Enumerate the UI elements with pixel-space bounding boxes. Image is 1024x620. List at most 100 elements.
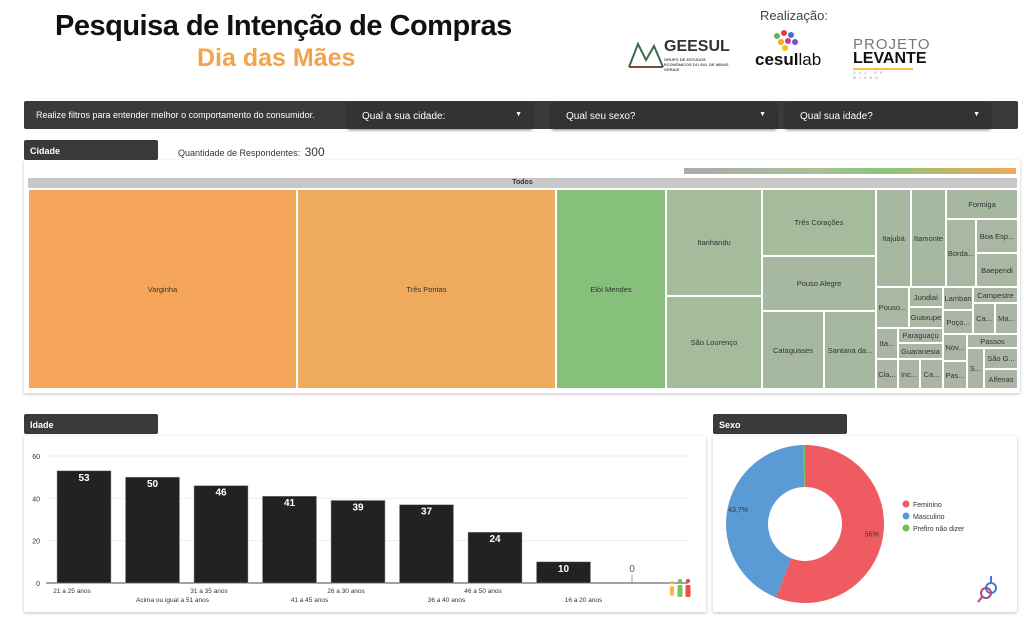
legend-swatch: [902, 500, 910, 508]
legend-label[interactable]: Prefiro não dizer: [913, 526, 965, 533]
bar-value-label: 41: [284, 498, 296, 509]
treemap-cell[interactable]: Ita...: [876, 328, 898, 359]
color-scale-bar: [684, 168, 1016, 174]
treemap-cell[interactable]: Itamonte: [911, 189, 946, 287]
treemap-cell[interactable]: Itajubá: [876, 189, 911, 287]
x-tick-label: 31 a 35 anos: [190, 588, 228, 595]
dots-icon: [774, 30, 798, 51]
respondents-value: 300: [304, 145, 325, 159]
chevron-down-icon: ▼: [973, 111, 980, 118]
treemap-cell[interactable]: Jundiaí: [909, 287, 943, 307]
treemap-cell[interactable]: Nov...: [943, 334, 967, 361]
levante-logo: PROJETO LEVANTE SUL DE MINAS: [853, 36, 938, 80]
city-filter-label: Qual a sua cidade:: [362, 111, 446, 122]
treemap-cell[interactable]: Três Pontas: [297, 189, 556, 389]
bar[interactable]: [193, 485, 249, 584]
treemap-cell[interactable]: Guaxupe: [909, 307, 943, 328]
treemap-cell[interactable]: S...: [967, 348, 984, 389]
treemap-cell[interactable]: Baependi: [976, 253, 1018, 287]
treemap-cell[interactable]: Guaranesia: [898, 343, 943, 359]
bar[interactable]: [125, 476, 180, 584]
cidade-header: Cidade: [24, 140, 158, 160]
treemap-cell[interactable]: Paraguaçu: [898, 328, 943, 343]
cesullab-logo: cesullab: [755, 28, 825, 74]
treemap-cell[interactable]: Elói Mendes: [556, 189, 666, 389]
treemap-cell[interactable]: Pas...: [943, 361, 967, 389]
legend-swatch: [902, 524, 910, 532]
page-subtitle: Dia das Mães: [197, 44, 356, 72]
donut-slice[interactable]: [803, 445, 805, 488]
city-filter-dropdown[interactable]: Qual a sua cidade: ▼: [348, 103, 532, 129]
y-tick-label: 60: [32, 454, 40, 461]
bar-value-label: 10: [558, 564, 570, 575]
x-tick-label: 16 a 20 anos: [565, 597, 603, 604]
respondents-label: Quantidade de Respondentes:: [178, 148, 301, 158]
levante-main: LEVANTE: [853, 50, 927, 67]
geesul-logo: GEESUL GRUPO DE ESTUDOS ECONÔMICOS DO SU…: [628, 36, 733, 72]
bar[interactable]: [56, 470, 112, 584]
filter-intro: Realize filtros para entender melhor o c…: [36, 110, 315, 120]
cesul-text: cesul: [755, 50, 799, 69]
treemap-cell[interactable]: Ca...: [973, 303, 995, 334]
treemap-cell[interactable]: Ma...: [995, 303, 1018, 334]
treemap-cell[interactable]: Boa Esp...: [976, 219, 1018, 253]
treemap-cell[interactable]: Inc...: [898, 359, 920, 389]
sexo-header: Sexo: [713, 414, 847, 434]
donut-slice[interactable]: [775, 445, 884, 603]
treemap-cell[interactable]: São G...: [984, 348, 1018, 369]
idade-card: 0 20 40 60 53 21 a 25 anos 50 Acima ou igual a …: [24, 436, 706, 612]
page-title: Pesquisa de Intenção de Compras: [55, 10, 512, 42]
slice-label: 56%: [865, 532, 879, 539]
realizacao-label: Realização:: [760, 8, 828, 23]
y-tick-label: 0: [36, 581, 40, 588]
respondents-count: Quantidade de Respondentes: 300: [178, 145, 325, 159]
treemap-cell[interactable]: São Lourenço: [666, 296, 762, 389]
x-tick-label: 46 a 50 anos: [464, 588, 502, 595]
bar[interactable]: [399, 504, 454, 584]
treemap-cell[interactable]: Varginha: [28, 189, 297, 389]
treemap-cell[interactable]: Santana da...: [824, 311, 876, 389]
bar[interactable]: [330, 500, 386, 584]
sexo-card: 56% 43,7% Feminino Masculino Prefiro não diz…: [713, 436, 1017, 612]
people-icon: [670, 578, 691, 597]
treemap-cell[interactable]: Cla...: [876, 359, 898, 389]
x-tick-label: 26 a 30 anos: [327, 588, 365, 595]
donut-slice[interactable]: [726, 445, 805, 598]
treemap-cell[interactable]: Poço...: [943, 310, 973, 334]
levante-sub: SUL DE MINAS: [853, 68, 913, 80]
slice-label: 43,7%: [728, 507, 748, 514]
legend-swatch: [902, 512, 910, 520]
bar-value-label: 46: [215, 488, 227, 499]
treemap-cell[interactable]: Cataguases: [762, 311, 824, 389]
treemap-cell[interactable]: Campestre: [973, 287, 1018, 303]
x-tick-label: Acima ou igual a 51 anos: [136, 597, 210, 604]
lab-text: lab: [798, 50, 822, 69]
sex-filter-label: Qual seu sexo?: [566, 111, 636, 122]
treemap-cell[interactable]: Ca...: [920, 359, 943, 389]
treemap-cell[interactable]: Formiga: [946, 189, 1018, 219]
bar-value-label: 0: [629, 564, 635, 575]
y-tick-label: 40: [32, 496, 40, 503]
treemap-cell[interactable]: Lambari: [943, 287, 973, 310]
y-tick-label: 20: [32, 539, 40, 546]
sex-donut-chart: 56% 43,7% Feminino Masculino Prefiro não diz…: [726, 445, 997, 603]
bar-value-label: 37: [421, 507, 433, 518]
treemap-cell[interactable]: Três Corações: [762, 189, 876, 256]
chevron-down-icon: ▼: [759, 111, 766, 118]
age-filter-dropdown[interactable]: Qual sua idade? ▼: [786, 103, 990, 129]
treemap-cell[interactable]: Passos: [967, 334, 1018, 348]
treemap-cell[interactable]: Alfenas: [984, 369, 1018, 389]
treemap-root[interactable]: Todos: [28, 178, 1017, 188]
bar[interactable]: [467, 531, 523, 584]
sex-filter-dropdown[interactable]: Qual seu sexo? ▼: [552, 103, 776, 129]
bar[interactable]: [262, 495, 317, 584]
legend-label[interactable]: Feminino: [913, 502, 942, 509]
legend-label[interactable]: Masculino: [913, 514, 945, 521]
bar[interactable]: [536, 561, 591, 584]
treemap-cell[interactable]: Itanhandu: [666, 189, 762, 296]
treemap-cell[interactable]: Borda...: [946, 219, 976, 287]
x-tick-label: 21 a 25 anos: [53, 588, 91, 595]
x-tick-label: 36 a 40 anos: [428, 597, 466, 604]
treemap-cell[interactable]: Pouso Alegre: [762, 256, 876, 311]
treemap-cell[interactable]: Pouso...: [876, 287, 909, 328]
